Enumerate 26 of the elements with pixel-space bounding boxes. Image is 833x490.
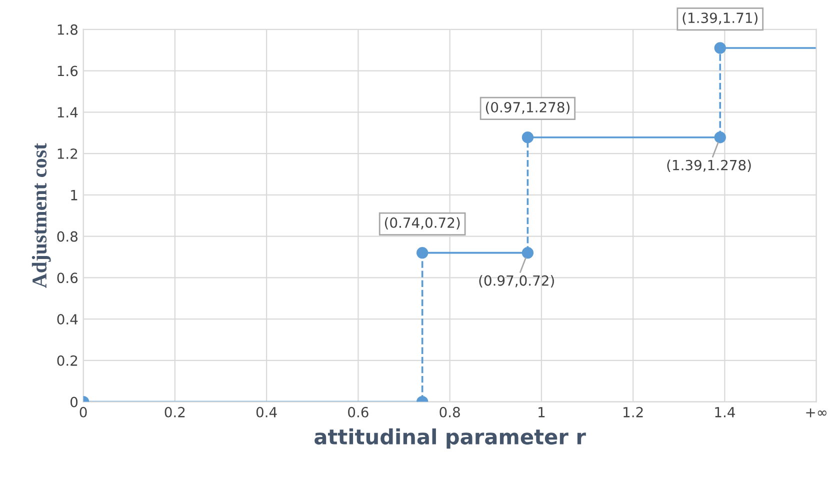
annotation: (0.97,1.278) [486,102,570,114]
y-tick-label: 1.2 [58,148,78,159]
y-axis-title: Adjustment cost [32,143,51,288]
y-tick-label: 1 [71,190,78,200]
y-tick-label: 0 [70,396,78,408]
x-tick-label: 1.2 [624,406,643,418]
x-tick-label: 1.4 [715,407,735,418]
annotation: (0.74,0.72) [384,217,460,230]
y-tick-label: 1.6 [58,66,78,76]
y-tick-label: 0.6 [57,272,78,284]
y-tick-label: 1.4 [58,107,78,118]
x-tick-label: +∞ [806,408,826,418]
y-tick-label: 0.8 [57,231,78,242]
x-tick-label: 0 [80,406,87,418]
annotation: (0.97,0.72) [479,275,554,288]
x-tick-label: 0.4 [256,406,277,418]
y-tick-label: 0.2 [57,355,78,366]
y-tick-label: 1.8 [58,24,78,35]
y-tick-label: 0.4 [57,314,78,325]
annotation: (1.39,1.71) [682,12,758,25]
x-tick-label: 0.8 [440,406,460,418]
x-tick-label: 0.6 [348,406,368,418]
x-tick-label: 1 [538,407,545,418]
annotation: (1.39,1.278) [667,160,751,172]
x-tick-label: 0.2 [164,406,185,418]
x-axis-title: attitudinal parameter r [314,428,586,449]
